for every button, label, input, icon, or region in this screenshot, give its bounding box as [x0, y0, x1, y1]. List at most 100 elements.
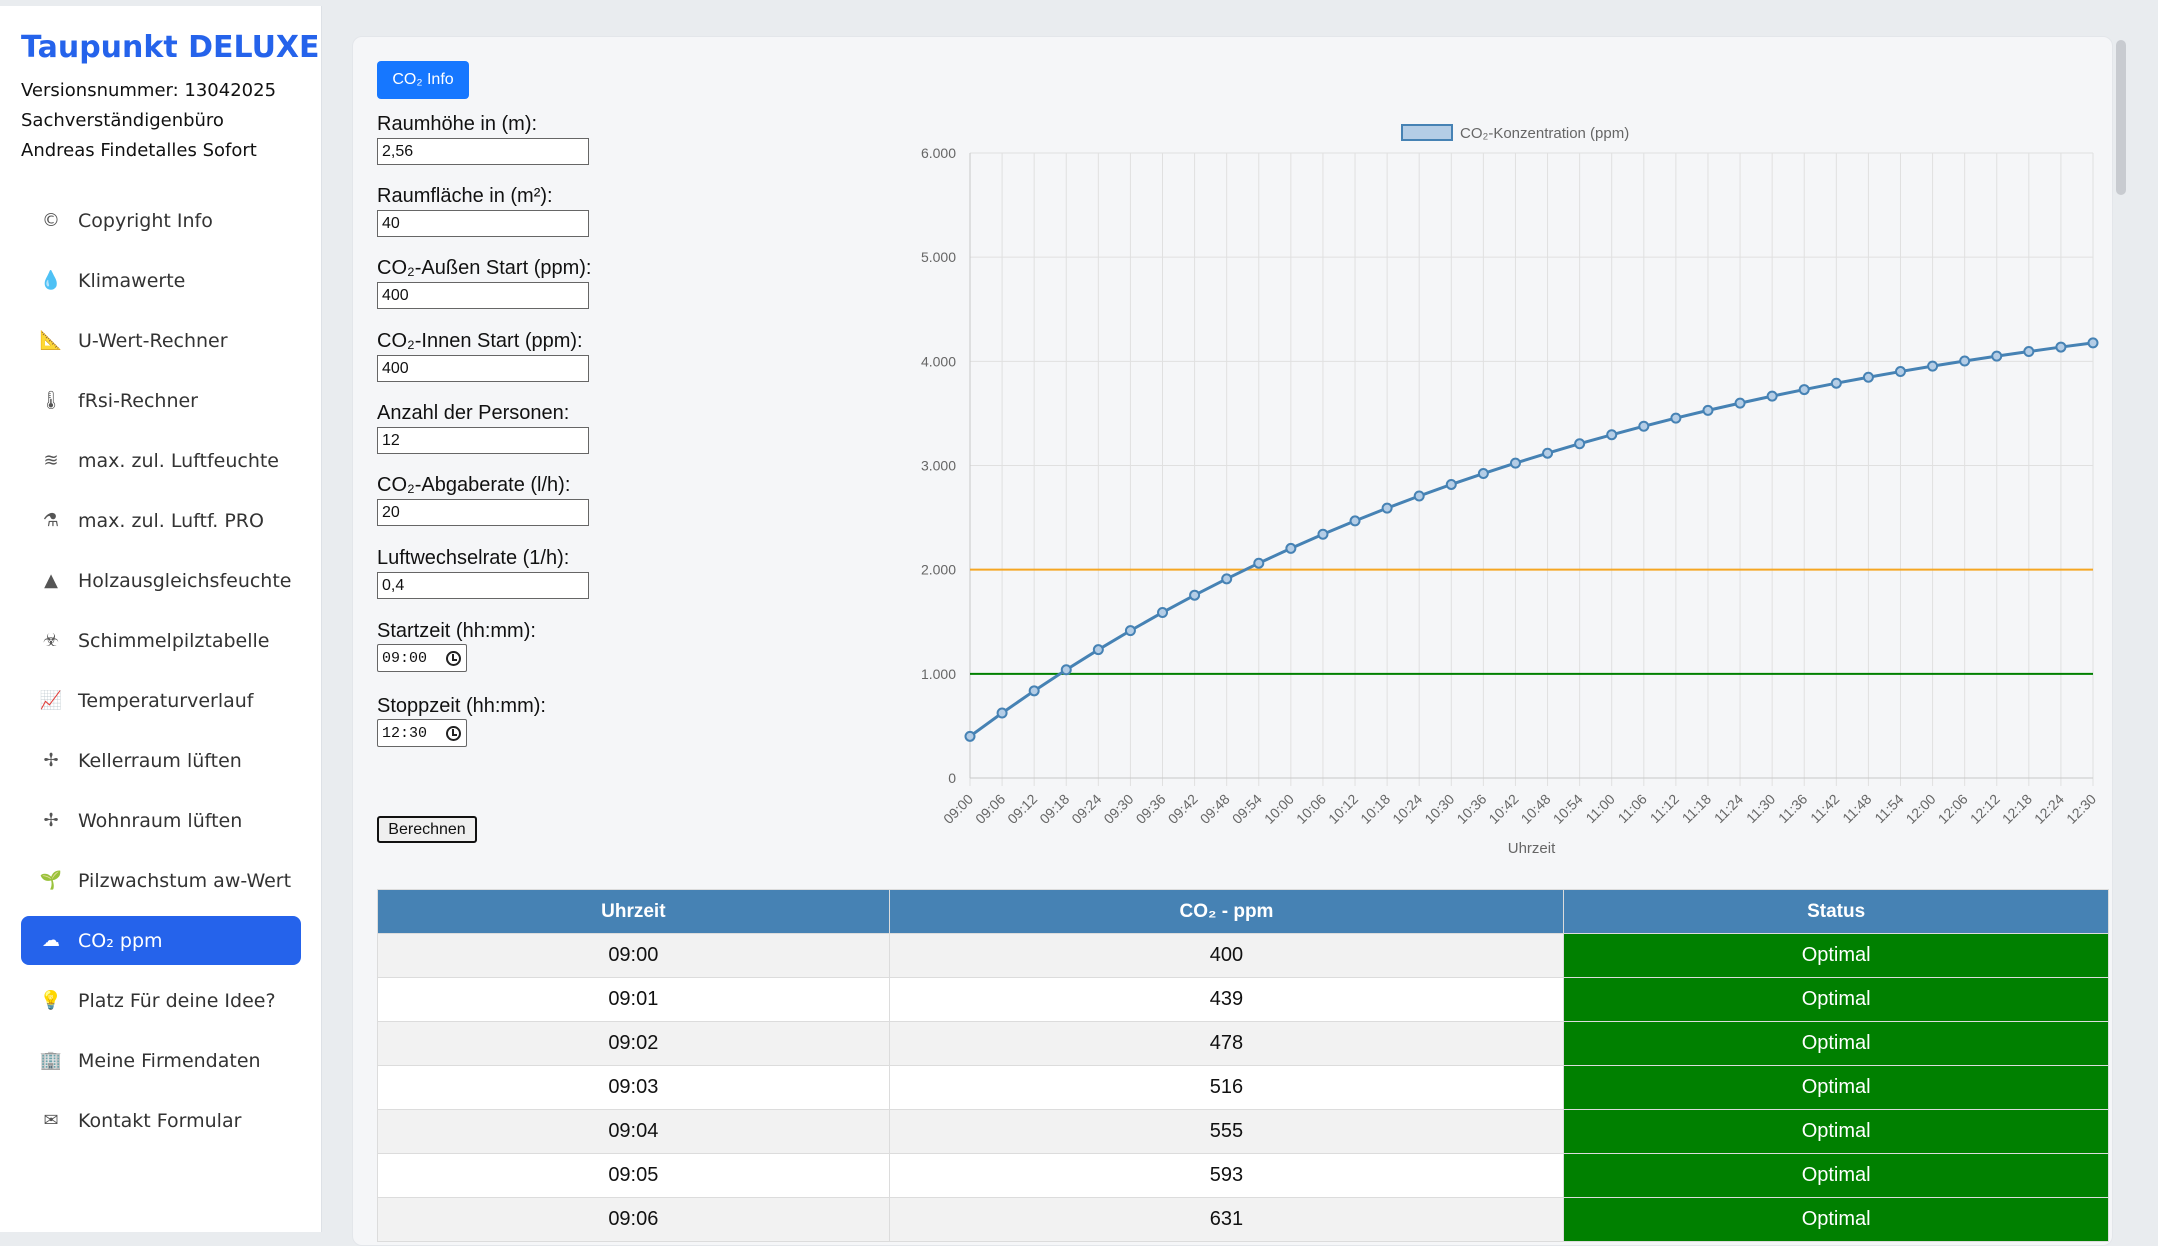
cell-status: Optimal: [1563, 1109, 2109, 1154]
sidebar-item-platz-f-r-deine-idee[interactable]: 💡 Platz Für deine Idee?: [21, 976, 301, 1025]
data-point: [1702, 404, 1714, 416]
x-tick-label: 12:00: [1903, 791, 1939, 827]
field-input[interactable]: [377, 499, 589, 526]
stop-time-input[interactable]: 12:30: [377, 719, 467, 747]
droplet-icon: 💧: [39, 270, 63, 291]
x-tick-label: 10:36: [1453, 791, 1489, 827]
org-line-2: Andreas Findetalles Sofort: [21, 140, 257, 161]
sidebar-item-max-zul-luftf-pro[interactable]: ⚗ max. zul. Luftf. PRO: [21, 496, 301, 545]
column-header[interactable]: CO₂ - ppm: [888, 889, 1565, 934]
co2-chart: 0 1.000 2.000 3.000 4.000 5.000 6.000 09:0009:0…: [921, 124, 2099, 857]
building-icon: 🏢: [39, 1050, 63, 1071]
ruler-icon: 📐: [39, 330, 63, 351]
y-tick-label: 4.000: [921, 353, 956, 369]
sidebar-item-temperaturverlauf[interactable]: 📈 Temperaturverlauf: [21, 676, 301, 725]
sidebar-item-wohnraum-l-ften[interactable]: ✢ Wohnraum lüften: [21, 796, 301, 845]
data-point: [1060, 664, 1072, 676]
sidebar-item-pilzwachstum-aw-wert[interactable]: 🌱 Pilzwachstum aw-Wert: [21, 856, 301, 905]
data-point: [1830, 377, 1842, 389]
field-input[interactable]: [377, 427, 589, 454]
sidebar-item-holzausgleichsfeuchte[interactable]: ▲ Holzausgleichsfeuchte: [21, 556, 301, 605]
sidebar-item-schimmelpilztabelle[interactable]: ☣ Schimmelpilztabelle: [21, 616, 301, 665]
sidebar-item-label: Platz Für deine Idee?: [78, 989, 276, 1012]
x-tick-label: 11:30: [1743, 791, 1779, 827]
x-tick-label: 11:00: [1582, 791, 1618, 827]
sidebar-item-klimawerte[interactable]: 💧 Klimawerte: [21, 256, 301, 305]
data-point: [1574, 438, 1586, 450]
y-tick-label: 3.000: [921, 458, 956, 474]
x-tick-label: 11:54: [1871, 791, 1907, 827]
table-body: 09:00 400 Optimal 09:01 439 Optimal 09:02 478 Op…: [377, 933, 2109, 1242]
x-tick-label: 11:12: [1647, 791, 1683, 827]
line-chart-icon: 📈: [39, 690, 63, 711]
results-table: Uhrzeit CO₂ - ppm Status 09:00 400 Optimal 09…: [377, 889, 2109, 1242]
cell-ppm: 516: [888, 1065, 1565, 1110]
x-tick-label: 09:36: [1133, 791, 1169, 827]
field-input[interactable]: [377, 355, 589, 382]
data-point: [1862, 371, 1874, 383]
x-tick-label: 10:42: [1485, 791, 1521, 827]
sidebar-item-meine-firmendaten[interactable]: 🏢 Meine Firmendaten: [21, 1036, 301, 1085]
sidebar-menu: © Copyright Info 💧 Klimawerte 📐 U-Wert-Rechne…: [21, 196, 301, 1156]
cell-ppm: 478: [888, 1021, 1565, 1066]
x-tick-label: 12:30: [2063, 791, 2099, 827]
calculate-button[interactable]: Berechnen: [377, 816, 477, 843]
data-point: [1798, 384, 1810, 396]
scrollbar-thumb[interactable]: [2116, 40, 2126, 195]
sidebar-item-u-wert-rechner[interactable]: 📐 U-Wert-Rechner: [21, 316, 301, 365]
sidebar-item-kontakt-formular[interactable]: ✉ Kontakt Formular: [21, 1096, 301, 1145]
data-point: [1509, 457, 1521, 469]
x-tick-label: 10:30: [1421, 791, 1457, 827]
x-tick-label: 11:48: [1839, 791, 1875, 827]
sidebar-item-label: Holzausgleichsfeuchte: [78, 569, 292, 592]
sidebar-item-label: Kontakt Formular: [78, 1109, 242, 1132]
sidebar-item-max-zul-luftfeuchte[interactable]: ≋ max. zul. Luftfeuchte: [21, 436, 301, 485]
data-point: [2055, 341, 2067, 353]
x-tick-label: 09:18: [1036, 791, 1072, 827]
data-point: [1317, 528, 1329, 540]
x-tick-label: 12:24: [2031, 791, 2067, 827]
y-tick-label: 1.000: [921, 666, 956, 682]
sidebar-item-label: Temperaturverlauf: [78, 689, 254, 712]
field-input[interactable]: [377, 572, 589, 599]
sidebar-item-label: max. zul. Luftf. PRO: [78, 509, 264, 532]
legend-label: CO₂-Konzentration (ppm): [1460, 125, 1629, 142]
field-input[interactable]: [377, 210, 589, 237]
data-point: [1157, 606, 1169, 618]
sidebar-item-co-ppm[interactable]: ☁ CO₂ ppm: [21, 916, 301, 965]
table-row: 09:06 631 Optimal: [377, 1197, 2109, 1242]
x-tick-label: 10:12: [1325, 791, 1361, 827]
co2-info-button[interactable]: CO₂ Info: [377, 61, 469, 99]
cell-ppm: 631: [888, 1197, 1565, 1242]
start-time-input[interactable]: 09:00: [377, 644, 467, 672]
sidebar-item-kellerraum-l-ften[interactable]: ✢ Kellerraum lüften: [21, 736, 301, 785]
fan-icon: ✢: [43, 750, 59, 771]
field-input[interactable]: [377, 138, 589, 165]
version-number: Versionsnummer: 13042025: [21, 80, 277, 101]
column-header[interactable]: Status: [1563, 889, 2109, 934]
cell-status: Optimal: [1563, 933, 2109, 978]
sidebar-item-label: Pilzwachstum aw-Wert: [78, 869, 292, 892]
sidebar-item-frsi-rechner[interactable]: 🌡 fRsi-Rechner: [21, 376, 301, 425]
clock-icon[interactable]: [446, 651, 461, 666]
cell-ppm: 555: [888, 1109, 1565, 1154]
data-point: [1991, 350, 2003, 362]
sidebar-item-label: Kellerraum lüften: [78, 749, 242, 772]
sidebar-item-label: Wohnraum lüften: [78, 809, 243, 832]
cell-status: Optimal: [1563, 1197, 2109, 1242]
field-input[interactable]: [377, 282, 589, 309]
cell-status: Optimal: [1563, 977, 2109, 1022]
clock-icon[interactable]: [446, 726, 461, 741]
data-point: [1413, 490, 1425, 502]
cell-time: 09:01: [377, 977, 890, 1022]
column-header[interactable]: Uhrzeit: [377, 889, 890, 934]
data-point: [2023, 346, 2035, 358]
field-label: CO₂-Innen Start (ppm):: [377, 330, 583, 352]
x-tick-label: 11:42: [1807, 791, 1843, 827]
field-label: CO₂-Abgaberate (l/h):: [377, 474, 571, 496]
table-row: 09:01 439 Optimal: [377, 977, 2109, 1022]
data-point: [1221, 573, 1233, 585]
sidebar-item-copyright-info[interactable]: © Copyright Info: [21, 196, 301, 245]
cell-time: 09:05: [377, 1153, 890, 1198]
field-label: Raumhöhe in (m):: [377, 113, 538, 135]
